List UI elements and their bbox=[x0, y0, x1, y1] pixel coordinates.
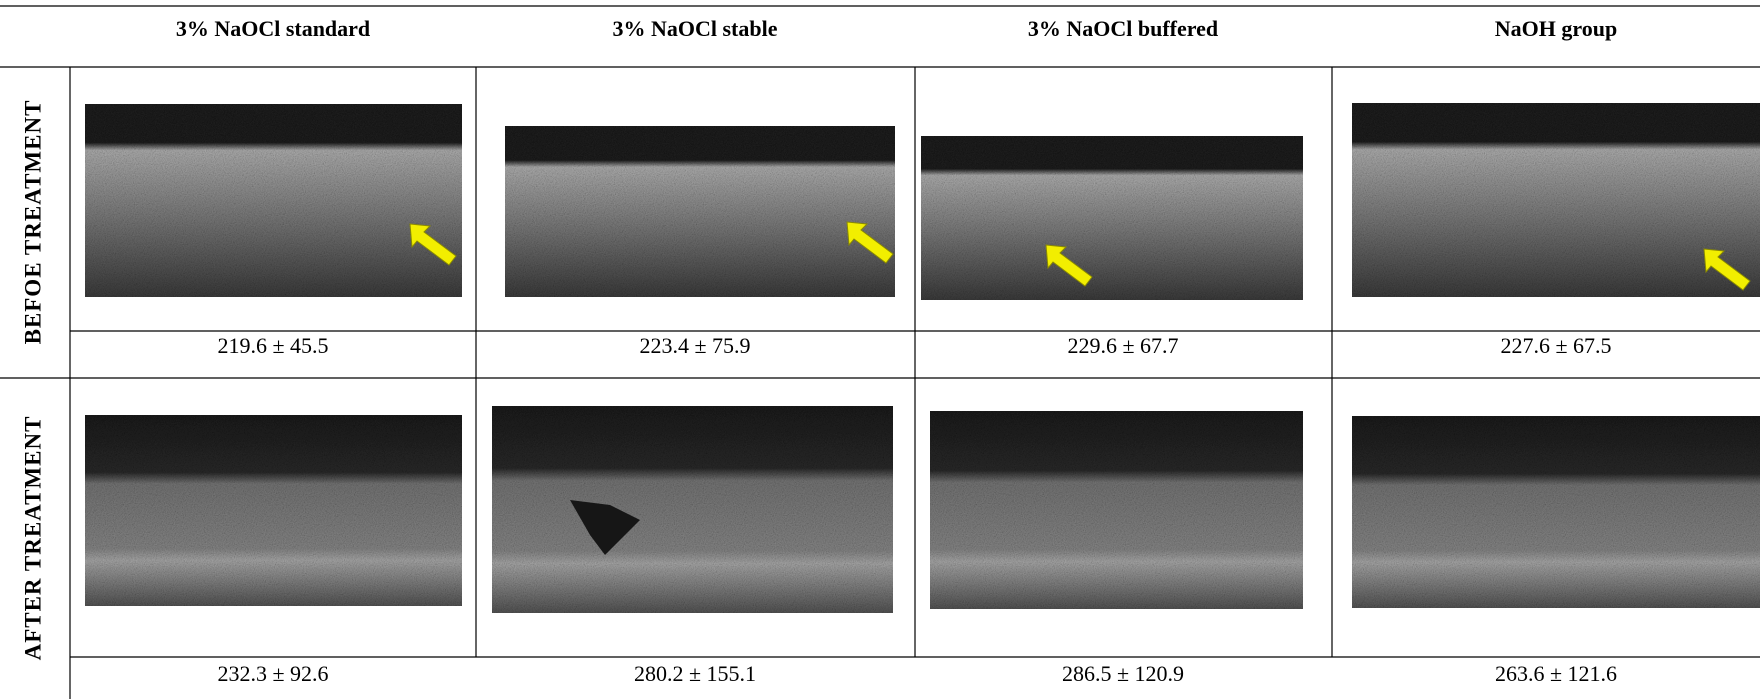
row-label: BEFOE TREATMENT bbox=[20, 100, 45, 345]
thickness-value: 286.5 ± 120.9 bbox=[1062, 661, 1184, 686]
oct-image bbox=[1352, 103, 1760, 297]
oct-image bbox=[930, 411, 1303, 609]
thickness-value: 232.3 ± 92.6 bbox=[217, 661, 328, 686]
oct-image bbox=[492, 406, 893, 613]
column-header: NaOH group bbox=[1495, 16, 1617, 41]
row-label: AFTER TREATMENT bbox=[20, 416, 45, 661]
column-header: 3% NaOCl stable bbox=[613, 16, 778, 41]
thickness-value: 219.6 ± 45.5 bbox=[217, 333, 328, 358]
oct-image bbox=[1352, 416, 1760, 608]
figure: 3% NaOCl standard 3% NaOCl stable 3% NaO… bbox=[0, 0, 1760, 699]
thickness-value: 263.6 ± 121.6 bbox=[1495, 661, 1617, 686]
oct-image bbox=[85, 415, 462, 606]
thickness-value: 280.2 ± 155.1 bbox=[634, 661, 756, 686]
oct-image bbox=[505, 126, 895, 297]
column-header: 3% NaOCl buffered bbox=[1028, 16, 1218, 41]
oct-image bbox=[921, 136, 1303, 300]
oct-image bbox=[85, 104, 462, 297]
thickness-value: 227.6 ± 67.5 bbox=[1500, 333, 1611, 358]
thickness-value: 223.4 ± 75.9 bbox=[639, 333, 750, 358]
column-header: 3% NaOCl standard bbox=[176, 16, 370, 41]
thickness-value: 229.6 ± 67.7 bbox=[1067, 333, 1178, 358]
